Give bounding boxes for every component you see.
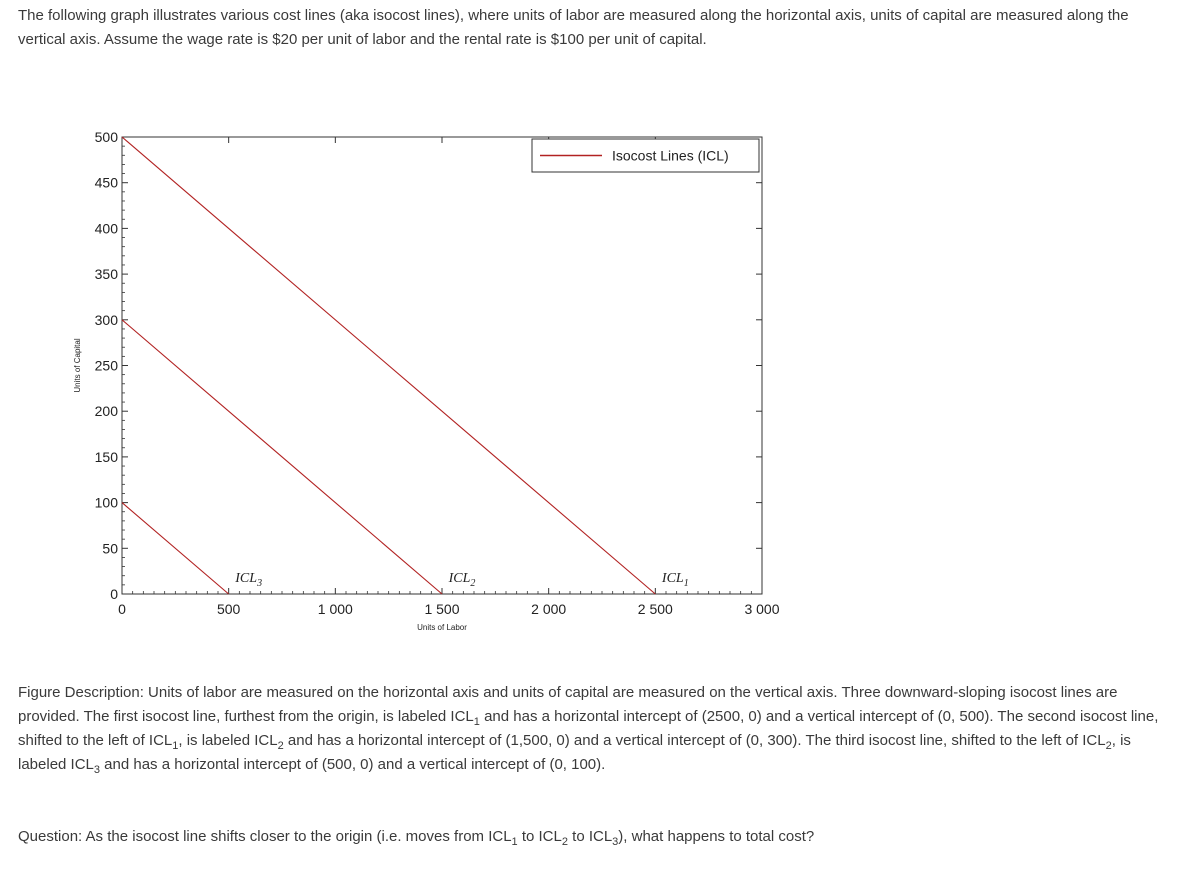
plot-frame — [121, 136, 763, 595]
x-axis-label: Units of Labor — [417, 623, 467, 632]
legend-label: Isocost Lines (ICL) — [612, 148, 729, 164]
figure-description: Figure Description: Units of labor are m… — [18, 684, 1159, 776]
isocost-line-2 — [121, 319, 443, 595]
y-axis-label: Units of Capital — [73, 338, 82, 392]
icl-label-1: ICL1 — [661, 571, 689, 589]
x-tick-label: 0 — [118, 601, 126, 617]
y-tick-label: 250 — [95, 358, 119, 374]
isocost-line-3 — [121, 502, 230, 595]
icl-label-2: ICL2 — [448, 571, 476, 589]
y-tick-label: 500 — [95, 129, 119, 145]
isocost-line-1 — [121, 136, 656, 595]
x-tick-label: 2 500 — [638, 601, 673, 617]
y-tick-label: 450 — [95, 175, 119, 191]
y-tick-label: 0 — [110, 586, 118, 602]
x-tick-label: 1 500 — [424, 601, 459, 617]
x-tick-label: 1 000 — [318, 601, 353, 617]
x-tick-label: 2 000 — [531, 601, 566, 617]
y-tick-label: 300 — [95, 312, 119, 328]
question-text: Question: As the isocost line shifts clo… — [18, 828, 815, 848]
x-tick-label: 3 000 — [744, 601, 779, 617]
intro-text: The following graph illustrates various … — [18, 7, 1129, 48]
y-tick-label: 200 — [95, 403, 119, 419]
icl-label-3: ICL3 — [234, 571, 262, 589]
y-tick-label: 350 — [95, 266, 119, 282]
y-tick-label: 50 — [102, 540, 118, 556]
y-tick-label: 150 — [95, 449, 119, 465]
y-tick-label: 400 — [95, 220, 119, 236]
y-tick-label: 100 — [95, 495, 119, 511]
x-tick-label: 500 — [217, 601, 241, 617]
